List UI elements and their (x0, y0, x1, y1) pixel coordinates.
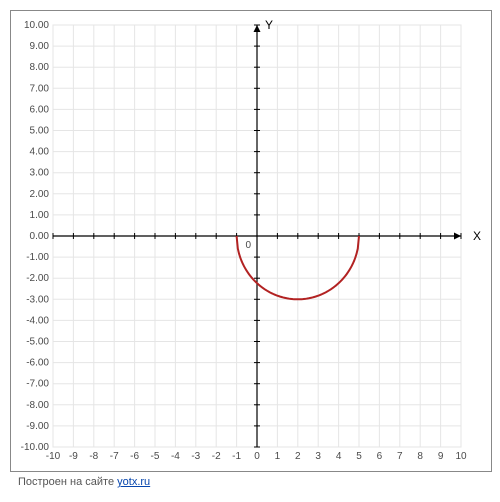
x-tick-label: -3 (191, 451, 200, 462)
x-tick-label: 4 (336, 451, 342, 462)
y-tick-label: 4.00 (30, 147, 50, 158)
x-tick-label: 10 (455, 451, 467, 462)
x-tick-label: 0 (254, 451, 260, 462)
y-tick-label: 0.00 (30, 231, 50, 242)
chart-plot: -10-9-8-7-6-5-4-3-2-1012345678910-10.00-… (11, 11, 491, 471)
x-tick-label: 9 (438, 451, 444, 462)
y-tick-label: 8.00 (30, 62, 50, 73)
y-tick-label: -4.00 (26, 315, 49, 326)
footer-prefix: Построен на сайте (18, 476, 117, 488)
y-tick-label: 9.00 (30, 41, 50, 52)
y-axis-label: Y (265, 18, 273, 32)
x-tick-label: 3 (315, 451, 321, 462)
y-tick-label: -9.00 (26, 421, 49, 432)
y-tick-label: -3.00 (26, 294, 49, 305)
y-tick-label: 1.00 (30, 210, 50, 221)
x-tick-label: -7 (110, 451, 119, 462)
x-tick-label: -9 (69, 451, 78, 462)
y-tick-label: 6.00 (30, 104, 50, 115)
x-tick-label: 6 (377, 451, 383, 462)
x-tick-label: 8 (417, 451, 423, 462)
x-tick-label: 2 (295, 451, 301, 462)
y-tick-label: -1.00 (26, 252, 49, 263)
x-tick-label: 1 (275, 451, 281, 462)
x-tick-label: -4 (171, 451, 180, 462)
y-tick-label: 3.00 (30, 168, 50, 179)
y-tick-label: -5.00 (26, 337, 49, 348)
x-tick-label: -2 (212, 451, 221, 462)
y-tick-label: -2.00 (26, 273, 49, 284)
y-tick-label: -10.00 (21, 442, 50, 453)
x-tick-label: -5 (151, 451, 160, 462)
footer-caption: Построен на сайте yotx.ru (10, 472, 490, 492)
chart-container: -10-9-8-7-6-5-4-3-2-1012345678910-10.00-… (10, 10, 492, 472)
y-tick-label: -7.00 (26, 379, 49, 390)
y-tick-label: 7.00 (30, 83, 50, 94)
x-tick-label: 7 (397, 451, 403, 462)
x-tick-label: 5 (356, 451, 362, 462)
x-tick-label: -6 (130, 451, 139, 462)
y-tick-label: 2.00 (30, 189, 50, 200)
y-tick-label: -6.00 (26, 358, 49, 369)
x-tick-label: -1 (232, 451, 241, 462)
footer-link[interactable]: yotx.ru (117, 476, 150, 488)
y-tick-label: -8.00 (26, 400, 49, 411)
x-tick-label: -8 (89, 451, 98, 462)
y-tick-label: 5.00 (30, 126, 50, 137)
svg-text:0: 0 (245, 240, 251, 251)
x-axis-label: X (473, 229, 481, 243)
y-tick-label: 10.00 (24, 20, 49, 31)
